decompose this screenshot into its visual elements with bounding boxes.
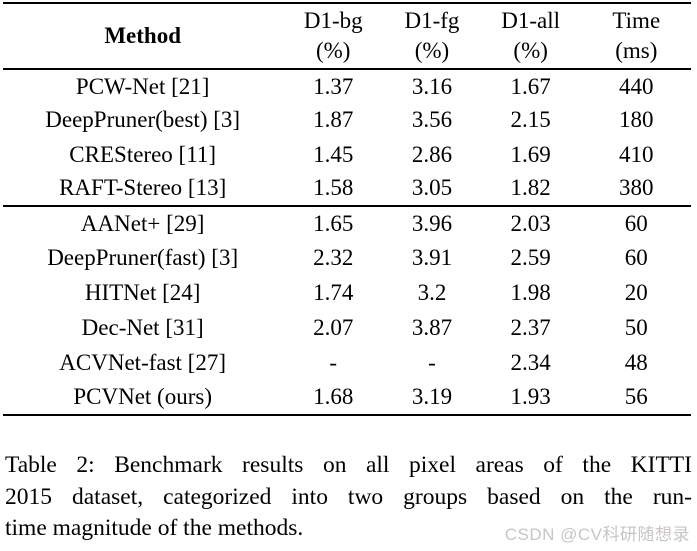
col-header-d1bg: D1-bg (%) <box>282 3 384 69</box>
header-row: Method D1-bg (%) D1-fg (%) D1-all (%) Ti… <box>3 3 691 69</box>
time-cell: 380 <box>619 175 654 201</box>
group-slow-methods: PCW-Net [21] 1.37 3.16 1.67 440 DeepPrun… <box>3 69 691 206</box>
d1fg-cell: 3.87 <box>411 314 453 340</box>
col-header-method: Method <box>104 23 181 48</box>
d1all-cell: 1.98 <box>510 279 551 305</box>
time-cell: 180 <box>619 107 654 133</box>
method-cell: PCW-Net [21] <box>75 73 210 99</box>
col-header-unit: (ms) <box>615 38 658 63</box>
d1fg-cell: 3.96 <box>411 210 453 236</box>
table-row: HITNet [24] 1.74 3.2 1.98 20 <box>3 276 691 311</box>
col-header-unit: (%) <box>414 38 450 63</box>
d1fg-cell: 3.19 <box>411 383 453 409</box>
group-fast-methods: AANet+ [29] 1.65 3.96 2.03 60 DeepPruner… <box>3 206 691 415</box>
d1all-cell: 2.34 <box>510 349 551 375</box>
col-header-time: Time (ms) <box>582 3 691 69</box>
table-caption: Table 2: Benchmark results on all pixel … <box>5 450 692 545</box>
d1bg-cell: 1.58 <box>313 175 354 201</box>
d1fg-cell: 3.91 <box>411 245 453 271</box>
method-cell: DeepPruner(best) [3] <box>45 107 241 133</box>
method-cell: Dec-Net [31] <box>81 314 204 340</box>
table-row: ACVNet-fast [27] - - 2.34 48 <box>3 345 691 380</box>
d1bg-cell: 1.45 <box>313 141 354 167</box>
d1fg-cell: 3.05 <box>411 175 453 201</box>
table-row: RAFT-Stereo [13] 1.58 3.05 1.82 380 <box>3 172 691 206</box>
table-row: AANet+ [29] 1.65 3.96 2.03 60 <box>3 206 691 241</box>
table-header: Method D1-bg (%) D1-fg (%) D1-all (%) Ti… <box>3 3 691 69</box>
time-cell: 48 <box>624 349 648 375</box>
d1all-cell: 2.03 <box>510 210 551 236</box>
time-cell: 56 <box>624 383 648 409</box>
time-cell: 60 <box>624 245 648 271</box>
method-cell: HITNet [24] <box>84 279 201 305</box>
col-header-d1fg: D1-fg (%) <box>384 3 480 69</box>
d1all-cell: 2.15 <box>510 107 551 133</box>
time-cell: 440 <box>619 73 654 99</box>
caption-line: time magnitude of the methods. <box>5 515 304 541</box>
d1bg-cell: 1.37 <box>313 73 354 99</box>
method-cell: RAFT-Stereo [13] <box>59 175 227 201</box>
d1bg-cell: 1.87 <box>313 107 354 133</box>
d1fg-cell: 2.86 <box>411 141 453 167</box>
d1bg-cell: 1.74 <box>313 279 354 305</box>
d1all-cell: 1.82 <box>510 175 551 201</box>
d1fg-cell: 3.16 <box>411 73 453 99</box>
d1all-cell: 2.59 <box>510 245 551 271</box>
col-header-label: D1-all <box>501 8 561 33</box>
col-header-d1all: D1-all (%) <box>480 3 582 69</box>
d1all-cell: 1.69 <box>510 141 551 167</box>
d1fg-cell: 3.56 <box>411 107 453 133</box>
table-row: DeepPruner(fast) [3] 2.32 3.91 2.59 60 <box>3 241 691 276</box>
method-cell: ACVNet-fast [27] <box>59 349 227 375</box>
col-header-unit: (%) <box>513 38 548 63</box>
d1all-cell: 1.67 <box>510 73 551 99</box>
time-cell: 20 <box>624 279 648 305</box>
method-cell: DeepPruner(fast) [3] <box>47 245 239 271</box>
d1all-cell: 2.37 <box>510 314 551 340</box>
method-cell: CREStereo [11] <box>69 141 217 167</box>
table-row: DeepPruner(best) [3] 1.87 3.56 2.15 180 <box>3 103 691 137</box>
method-cell: PCVNet (ours) <box>73 383 212 409</box>
d1all-cell: 1.93 <box>510 383 551 409</box>
table-row: PCW-Net [21] 1.37 3.16 1.67 440 <box>3 69 691 103</box>
watermark: CSDN @CV科研随想录 <box>504 525 690 544</box>
d1fg-cell: - <box>428 349 436 375</box>
d1bg-cell: 1.65 <box>313 210 354 236</box>
d1bg-cell: - <box>329 349 338 375</box>
table-row: CREStereo [11] 1.45 2.86 1.69 410 <box>3 138 691 172</box>
col-header-unit: (%) <box>315 38 351 63</box>
table-row: PCVNet (ours) 1.68 3.19 1.93 56 <box>3 380 691 415</box>
caption-line: 2015 dataset, categorized into two group… <box>5 483 692 510</box>
time-cell: 50 <box>624 314 648 340</box>
table-row: Dec-Net [31] 2.07 3.87 2.37 50 <box>3 310 691 345</box>
benchmark-table: Method D1-bg (%) D1-fg (%) D1-all (%) Ti… <box>3 2 691 416</box>
d1fg-cell: 3.2 <box>417 279 447 305</box>
caption-line: Table 2: Benchmark results on all pixel … <box>5 452 692 478</box>
col-header-label: D1-bg <box>303 8 363 33</box>
time-cell: 410 <box>619 141 654 167</box>
col-header-label: Time <box>612 8 661 33</box>
col-header-label: D1-fg <box>404 8 460 33</box>
d1bg-cell: 1.68 <box>313 383 354 409</box>
method-cell: AANet+ [29] <box>80 210 205 236</box>
time-cell: 60 <box>624 210 648 236</box>
d1bg-cell: 2.07 <box>313 314 354 340</box>
d1bg-cell: 2.32 <box>313 245 354 271</box>
